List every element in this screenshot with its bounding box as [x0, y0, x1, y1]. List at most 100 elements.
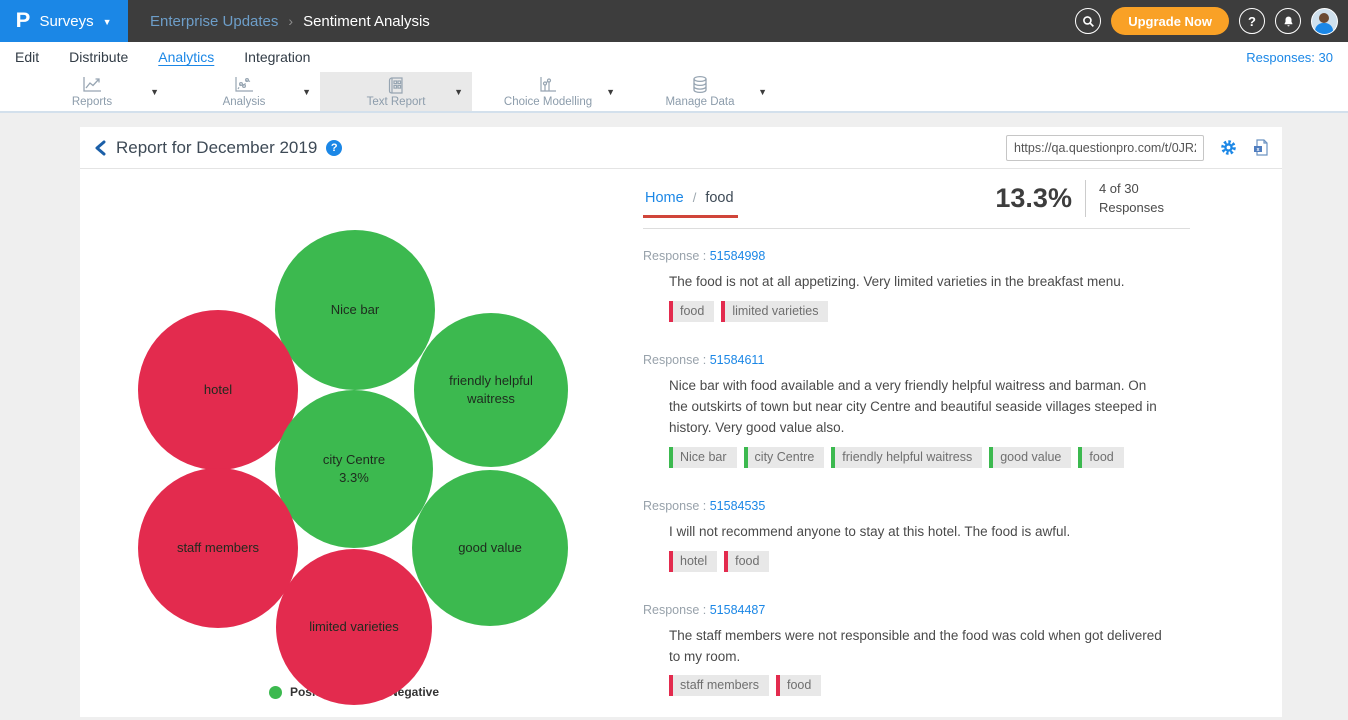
response-count-label: Responses — [1098, 199, 1164, 215]
chevron-down-icon: ▼ — [102, 17, 112, 27]
toolbar-item-analysis[interactable]: Analysis ▼ — [168, 72, 320, 111]
sentiment-tag-row: staff members food — [669, 675, 1190, 697]
report-header: Report for December 2019 ? x — [80, 127, 1282, 169]
response-label-prefix: Response : — [643, 498, 710, 513]
toolbar-item-label: Analysis — [222, 95, 266, 108]
response-id-line: Response : 51584611 — [643, 353, 1190, 367]
bell-icon — [1284, 16, 1292, 26]
sentiment-tag-good-value[interactable]: good value — [989, 446, 1072, 468]
drilldown-breadcrumb: Home / food — [643, 190, 738, 218]
sentiment-tag-row: food limited varieties — [669, 300, 1190, 322]
report-help-icon[interactable]: ? — [326, 139, 343, 156]
bubble-label: good value — [458, 539, 522, 555]
sentiment-tag-food[interactable]: food — [1078, 446, 1124, 468]
database-icon — [690, 75, 710, 95]
help-button[interactable]: ? — [1239, 8, 1265, 34]
sentiment-tag-city-centre[interactable]: city Centre — [743, 446, 825, 468]
menu-item-edit[interactable]: Edit — [15, 49, 40, 65]
drilldown-home-link[interactable]: Home — [645, 189, 684, 206]
response-id-line: Response : 51584535 — [643, 499, 1190, 513]
sentiment-tag-nice-bar[interactable]: Nice bar — [669, 446, 737, 468]
report-title: Report for December 2019 — [116, 137, 318, 157]
response-id-line: Response : 51584998 — [643, 249, 1190, 263]
bubble-limited-varieties[interactable]: limited varieties — [276, 549, 432, 705]
response-id-line: Response : 51584487 — [643, 603, 1190, 617]
response-item: Response : 51584611 Nice bar with food av… — [643, 353, 1190, 468]
top-bar-actions: Upgrade Now ? — [1075, 7, 1348, 35]
response-item: Response : 51584998 The food is not at al… — [643, 249, 1190, 322]
sentiment-tag-row: Nice bar city Centre friendly helpful wait… — [669, 446, 1190, 468]
toolbar-item-manage-data[interactable]: Manage Data ▼ — [624, 72, 776, 111]
share-url-input[interactable] — [1006, 134, 1204, 161]
dropdown-caret-icon[interactable]: ▼ — [454, 86, 463, 97]
gear-icon — [1221, 140, 1236, 155]
response-text: I will not recommend anyone to stay at t… — [669, 523, 1071, 539]
sentiment-tag-limited-varieties[interactable]: limited varieties — [721, 300, 829, 322]
response-id-link[interactable]: 51584611 — [709, 352, 765, 367]
avatar-head-icon — [1319, 12, 1329, 23]
dropdown-caret-icon[interactable]: ▼ — [150, 86, 159, 97]
bubble-staff-members[interactable]: staff members — [138, 468, 298, 628]
questionpro-logo-icon: P — [16, 9, 31, 32]
analytics-toolbar: Reports ▼ Analysis ▼ Text Report ▼ Choic… — [0, 72, 1348, 113]
response-text: The food is not at all appetizing. Very … — [669, 274, 1125, 289]
menu-item-analytics[interactable]: Analytics — [158, 49, 215, 65]
response-text: Nice bar with food available and a very … — [669, 377, 1157, 435]
report-header-actions: x — [1006, 134, 1268, 161]
search-icon — [1082, 15, 1094, 27]
toolbar-item-choice-modelling[interactable]: Choice Modelling ▼ — [472, 72, 624, 111]
report-card: Report for December 2019 ? x PositiveNeg… — [80, 127, 1282, 717]
sentiment-tag-food[interactable]: food — [775, 675, 822, 697]
sentiment-tag-food[interactable]: food — [724, 550, 770, 572]
menu-item-integration[interactable]: Integration — [244, 49, 311, 65]
toolbar-item-text-report[interactable]: Text Report ▼ — [320, 72, 472, 111]
response-percent: 13.3% — [995, 183, 1072, 213]
response-label-prefix: Response : — [643, 352, 710, 367]
toolbar-item-reports[interactable]: Reports ▼ — [16, 72, 168, 111]
surveys-product-menu[interactable]: P Surveys ▼ — [0, 0, 128, 42]
survey-menu-bar: Edit Distribute Analytics Integration Re… — [0, 42, 1348, 72]
breadcrumb-current-page: Sentiment Analysis — [303, 12, 430, 30]
response-id-link[interactable]: 51584487 — [709, 602, 766, 617]
bubble-label: staff members — [176, 539, 260, 555]
settings-button[interactable] — [1220, 139, 1237, 156]
avatar-body-icon — [1315, 22, 1333, 34]
sentiment-tag-friendly-helpful-waitress[interactable]: friendly helpful waitress — [831, 446, 983, 468]
response-label-prefix: Response : — [643, 249, 710, 263]
bubble-friendly-helpful-waitress[interactable]: friendly helpful waitress — [414, 313, 568, 467]
dropdown-caret-icon[interactable]: ▼ — [606, 86, 615, 97]
bubble-label: Nice bar — [330, 301, 380, 317]
sentiment-tag-row: hotel food — [669, 550, 1190, 572]
sentiment-tag-staff-members[interactable]: staff members — [669, 675, 769, 697]
user-avatar[interactable] — [1311, 7, 1338, 35]
legend-dot-icon — [268, 685, 282, 699]
response-id-link[interactable]: 51584998 — [709, 249, 766, 263]
text-report-icon — [386, 76, 406, 95]
scatter-chart-icon — [233, 76, 255, 95]
notifications-button[interactable] — [1275, 8, 1301, 34]
choice-modelling-icon — [537, 76, 559, 95]
bubble-nice-bar[interactable]: Nice bar — [275, 230, 435, 390]
search-button[interactable] — [1075, 8, 1102, 34]
back-button[interactable] — [94, 140, 107, 156]
bubble-good-value[interactable]: good value — [412, 470, 568, 626]
breadcrumb-survey-name[interactable]: Enterprise Updates — [150, 12, 279, 30]
upgrade-now-button[interactable]: Upgrade Now — [1111, 7, 1229, 35]
dropdown-caret-icon[interactable]: ▼ — [758, 86, 767, 97]
export-excel-button[interactable]: x — [1253, 139, 1268, 156]
menu-item-distribute[interactable]: Distribute — [69, 49, 129, 65]
dropdown-caret-icon[interactable]: ▼ — [302, 86, 311, 97]
toolbar-item-label: Text Report — [366, 95, 426, 108]
sentiment-tag-food[interactable]: food — [669, 300, 715, 322]
response-item: Response : 51584535 I will not recommend … — [643, 499, 1190, 572]
sentiment-tag-hotel[interactable]: hotel — [669, 550, 718, 572]
responses-count-link[interactable]: Responses: 30 — [1246, 49, 1333, 65]
bubble-hotel[interactable]: hotel — [138, 310, 298, 470]
response-id-link[interactable]: 51584535 — [709, 498, 766, 513]
line-chart-icon — [81, 76, 103, 95]
breadcrumb-separator: › — [288, 13, 294, 29]
toolbar-item-label: Reports — [71, 95, 113, 108]
bubble-city-centre[interactable]: city Centre 3.3% — [275, 390, 433, 548]
